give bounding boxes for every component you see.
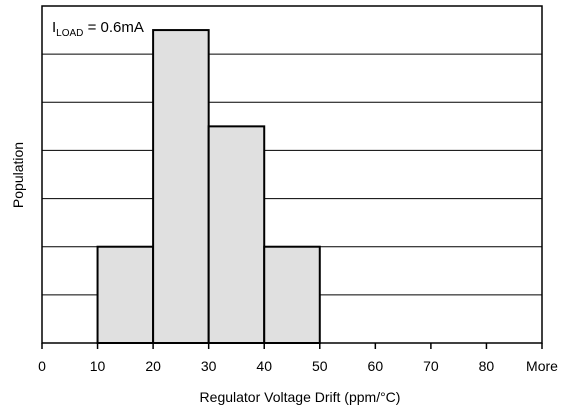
bars bbox=[96, 29, 321, 344]
load-current-annotation: ILOAD = 0.6mA bbox=[52, 19, 144, 39]
x-tick-label: 10 bbox=[90, 358, 106, 374]
plot-frame bbox=[41, 5, 543, 344]
x-tick-label: 60 bbox=[368, 358, 384, 374]
x-tick-label: 50 bbox=[312, 358, 328, 374]
x-axis-label: Regulator Voltage Drift (ppm/°C) bbox=[200, 389, 401, 405]
annotation-subscript: LOAD bbox=[56, 28, 83, 39]
annotation-prefix: I bbox=[52, 19, 56, 36]
annotation-suffix: = 0.6mA bbox=[83, 19, 143, 36]
bar bbox=[96, 245, 155, 344]
x-tick-label: 30 bbox=[201, 358, 217, 374]
x-tick-label: 70 bbox=[423, 358, 439, 374]
x-ticks bbox=[41, 343, 543, 349]
x-tick-label: More bbox=[526, 358, 558, 374]
bar bbox=[152, 29, 210, 344]
y-axis-label: Population bbox=[10, 142, 26, 208]
bar bbox=[263, 245, 321, 344]
x-tick-label: 0 bbox=[38, 358, 46, 374]
x-tick-label: 20 bbox=[145, 358, 161, 374]
bar bbox=[207, 125, 266, 344]
x-tick-label: 40 bbox=[256, 358, 272, 374]
x-tick-labels: 0 10 20 30 40 50 60 70 80 More bbox=[38, 358, 558, 374]
x-tick-label: 80 bbox=[479, 358, 495, 374]
